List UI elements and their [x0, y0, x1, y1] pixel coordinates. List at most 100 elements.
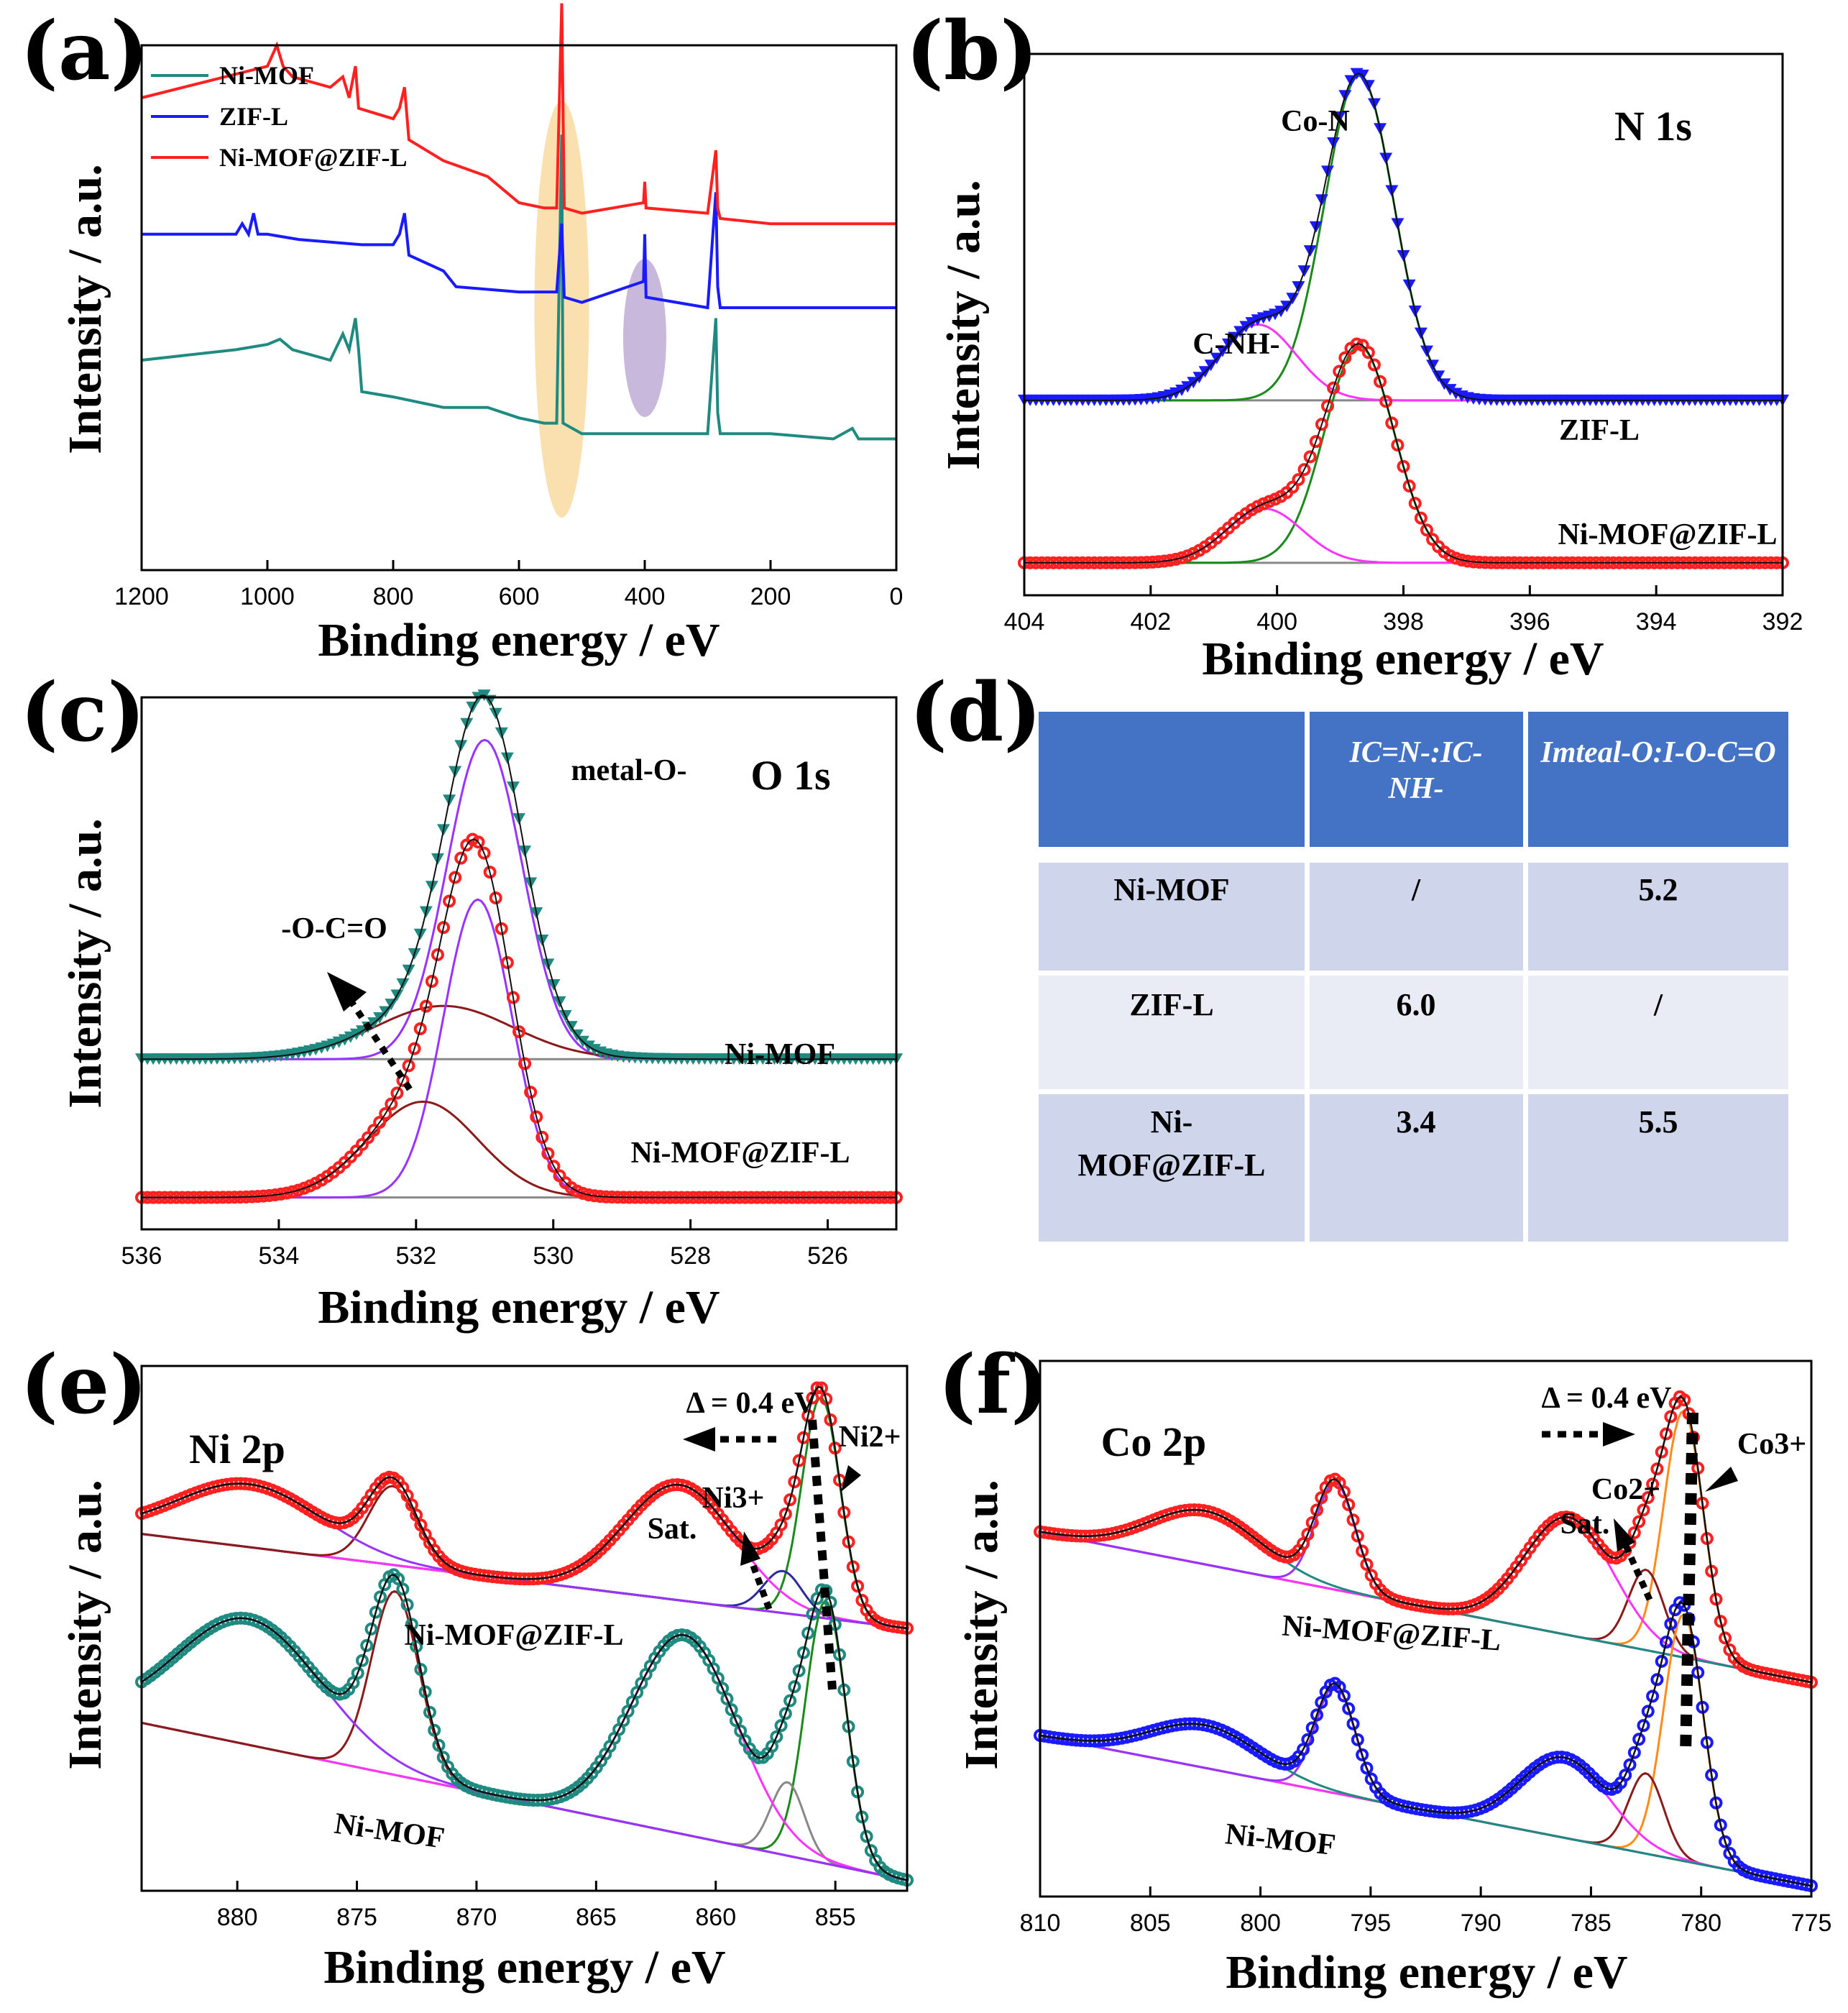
data-point: [1309, 435, 1323, 449]
table-row-0-c1: /: [1411, 872, 1421, 907]
ni3-arrow: [748, 1559, 773, 1610]
table-row-1-name: ZIF-L: [1129, 987, 1213, 1022]
panel-a-highlights: [534, 101, 666, 518]
panel-e-title: Ni 2p: [189, 1426, 285, 1472]
f-delta-arrow-head: [1603, 1422, 1635, 1446]
data-point: [1632, 1515, 1646, 1528]
x-tick-label: 404: [1004, 608, 1045, 636]
data-point: [1337, 1689, 1351, 1702]
data-point: [535, 1130, 549, 1144]
x-tick-label: 530: [533, 1242, 574, 1270]
x-tick-label: 400: [1256, 608, 1297, 636]
table-row-1-c1: 6.0: [1397, 987, 1436, 1022]
series-line-zif-l: [142, 192, 896, 310]
fit-component: [141, 1485, 908, 1630]
fit-component: [1024, 323, 1783, 402]
data-point: [1346, 1717, 1360, 1730]
panel-c-letter: (c): [20, 666, 145, 760]
data-point: [1637, 1503, 1650, 1517]
data-point: [1619, 1769, 1632, 1782]
data-point: [410, 1640, 423, 1654]
panel-b: (b) 404 402 400 398 396 394 392 N 1s Co-N C-NH…: [906, 4, 1803, 685]
x-tick-label: 396: [1509, 608, 1550, 636]
data-point: [428, 1723, 441, 1737]
fit-component: [1039, 1684, 1812, 1887]
x-tick-label: 534: [259, 1242, 300, 1270]
data-point: [1310, 1708, 1324, 1722]
annot-b-zif-l: ZIF-L: [1559, 414, 1640, 447]
data-point: [1650, 1673, 1664, 1687]
series-line-ni-mof: [141, 134, 896, 441]
x-tick-label: 875: [336, 1904, 377, 1931]
data-point: [1305, 1516, 1319, 1529]
data-point: [1175, 551, 1189, 564]
x-tick-label: 1200: [114, 583, 169, 610]
fit-component: [141, 1617, 908, 1881]
data-point: [729, 1714, 743, 1728]
data-point: [1356, 1544, 1369, 1558]
panel-e-curves: [135, 1381, 914, 1887]
data-point: [1297, 1743, 1310, 1756]
x-tick-label: 200: [750, 583, 791, 610]
data-point: [1337, 1485, 1351, 1499]
data-point: [788, 1680, 801, 1694]
data-point: [530, 1110, 543, 1124]
panel-c-frame: [140, 696, 898, 1231]
data-point: [1655, 1654, 1668, 1668]
data-point: [1374, 375, 1387, 388]
data-point: [806, 1391, 819, 1405]
panel-f: (f) 810 805 800 795 790 785 780 775 Co 2p Δ = 0…: [938, 1338, 1831, 1999]
data-point: [1351, 1733, 1364, 1746]
data-point: [1391, 439, 1405, 452]
x-tick-label: 800: [373, 583, 414, 610]
x-tick-label: 880: [217, 1904, 258, 1931]
table-row-2-cell-0: [1039, 1094, 1305, 1242]
data-point: [431, 948, 444, 961]
data-point: [801, 1626, 815, 1640]
data-point: [1627, 1746, 1641, 1759]
data-point: [581, 1188, 595, 1201]
annot-ni2: Ni2+: [839, 1421, 901, 1454]
data-point: [1303, 450, 1317, 464]
table-head-2: Imteal-O:I-O-C=O: [1540, 736, 1775, 769]
data-point: [396, 1582, 410, 1596]
table-row-2-cell-1: [1310, 1094, 1523, 1242]
data-point: [472, 835, 485, 849]
x-tick-label: 398: [1383, 608, 1424, 636]
co2-arrow: [1622, 1544, 1653, 1601]
x-tick-label: 795: [1350, 1909, 1391, 1937]
data-point: [796, 1646, 810, 1659]
x-tick-label: 526: [807, 1242, 848, 1270]
x-tick-label: 528: [670, 1242, 711, 1270]
x-tick-label: 865: [576, 1904, 617, 1931]
panel-a-ylabel: Intensity / a.u.: [59, 164, 111, 454]
annot-co-n: Co-N: [1281, 105, 1350, 138]
data-point: [1301, 1733, 1315, 1746]
data-point: [1660, 1427, 1673, 1441]
x-tick-label: 775: [1791, 1909, 1832, 1937]
annot-f-ni-mof: Ni-MOF: [1223, 1817, 1337, 1862]
data-point: [1342, 1702, 1356, 1715]
data-point: [1327, 381, 1341, 395]
data-point: [512, 1025, 525, 1039]
data-point: [1678, 1393, 1691, 1407]
data-point: [711, 1672, 725, 1685]
data-point: [1315, 418, 1328, 431]
data-point: [443, 894, 456, 908]
table-row-2-cell-2: [1528, 1094, 1788, 1242]
data-point: [1297, 463, 1311, 477]
panel-e: (e) 880 875 870 865 860 855 Ni 2p Δ = 0.4 eV …: [20, 1338, 914, 1994]
data-point: [1379, 395, 1393, 408]
data-point: [851, 1579, 865, 1593]
panel-d-letter: (d): [909, 666, 1042, 760]
data-point: [292, 1183, 305, 1197]
table-head-1: IC=N-:IC-: [1349, 736, 1483, 769]
panel-e-frame: [140, 1365, 909, 1892]
data-point: [1655, 1445, 1668, 1459]
panel-a: (a) 1200 1000 800 600 400 200 0 Ni-MOF ZIF-L N…: [20, 3, 903, 666]
data-point: [373, 1116, 387, 1129]
data-point: [1449, 551, 1463, 565]
data-point: [286, 1185, 299, 1198]
panel-f-curves: [1034, 1390, 1818, 1893]
annot-c-nh: C-NH-: [1192, 328, 1279, 361]
